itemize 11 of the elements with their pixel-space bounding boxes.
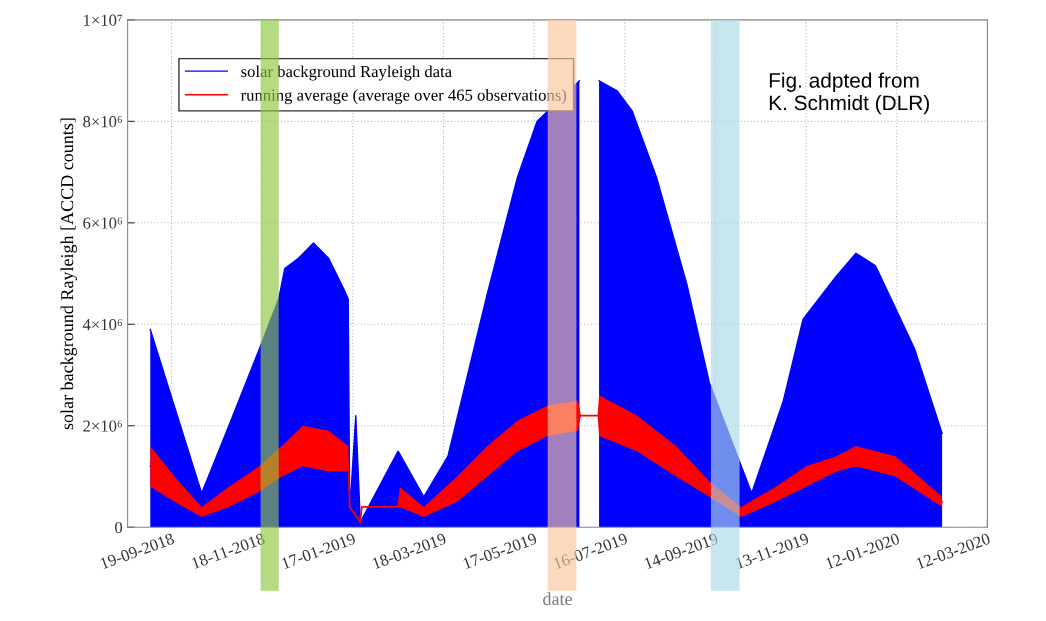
annotation: Fig. adpted from K. Schmidt (DLR) <box>769 72 929 115</box>
legend-label: running average (average over 465 observations) <box>240 89 567 105</box>
y-tick-label: 0 <box>115 521 123 534</box>
y-tick-label: 6×10⁶ <box>83 217 122 229</box>
y-tick-label: 4×10⁶ <box>82 318 122 331</box>
y-tick-label: 1×10⁷ <box>84 14 123 26</box>
x-axis-title: date <box>543 592 572 606</box>
y-tick-label: 2×10⁶ <box>83 420 122 432</box>
y-axis-title: solar background Rayleigh [ACCD counts] <box>60 118 77 430</box>
legend-label: solar background Rayleigh data <box>241 65 452 81</box>
y-tick-label: 8×10⁶ <box>83 116 122 128</box>
